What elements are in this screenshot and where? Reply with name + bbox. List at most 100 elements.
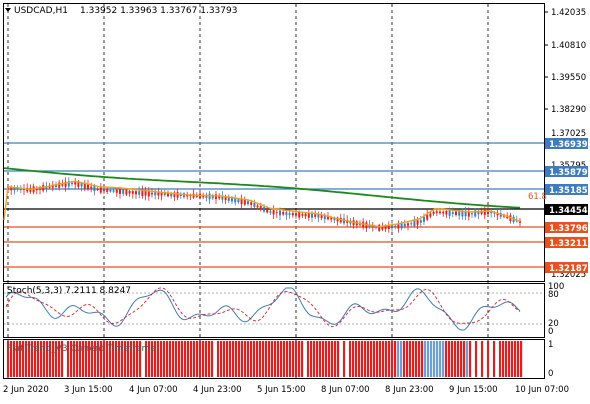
flat-trend-bar — [502, 341, 505, 377]
flat-trend-bar — [154, 341, 157, 377]
candle-body — [423, 216, 425, 222]
flat-trend-bar — [397, 341, 400, 377]
candle-body — [471, 213, 473, 215]
flat-trend-bar — [145, 341, 148, 377]
candle-body — [330, 217, 333, 220]
flat-trend-bar — [331, 341, 334, 377]
flat-trend-bar — [217, 341, 220, 377]
candle-body — [259, 206, 262, 210]
flat-trend-bar — [175, 341, 178, 377]
flat-trend-bar — [304, 341, 307, 377]
candle-body — [224, 196, 227, 201]
price-label-7: 1.32025 — [551, 270, 586, 280]
candle-body — [173, 192, 176, 197]
candle-body — [266, 209, 269, 213]
flat-trend-bar — [10, 341, 13, 377]
candle-body — [336, 217, 339, 222]
flat-trend-bar — [58, 341, 61, 377]
flat-trend-bar — [115, 341, 118, 377]
flat-trend-bar — [193, 341, 196, 377]
stoch-level-100: 100 — [548, 282, 564, 292]
price-label-5: 1.37025 — [551, 129, 586, 139]
candle-body — [135, 191, 137, 195]
flat-trend-bar — [520, 341, 523, 377]
time-label-6: 8 Jun 07:00 — [321, 385, 370, 395]
flat-trend-bar — [232, 341, 235, 377]
candle-body — [311, 213, 313, 218]
candle-body — [119, 189, 121, 194]
candle-body — [439, 211, 441, 214]
candle-body — [55, 184, 57, 187]
flat-trend-bar — [205, 341, 208, 377]
flat-trend-bar — [517, 341, 520, 377]
price-label-3: 1.39550 — [551, 73, 586, 83]
candle-body — [211, 195, 214, 199]
flat-trend-bar — [412, 341, 415, 377]
candle-body — [51, 184, 54, 188]
candle-body — [285, 212, 288, 216]
flat-trend-bar — [223, 341, 226, 377]
candle-body — [467, 211, 470, 217]
flat-trend-bar — [343, 341, 346, 377]
flat-trend-bar — [298, 341, 301, 377]
flat-trend-bar — [442, 341, 445, 377]
flat-trend-bar — [427, 341, 430, 377]
stochastic-panel[interactable] — [3, 283, 545, 338]
time-label-9: 10 Jun 07:00 — [515, 385, 569, 395]
flat-trend-bar — [244, 341, 247, 377]
flat-trend-bar — [466, 341, 469, 377]
price-tag-1-text: 1.36939 — [549, 140, 588, 150]
flat-trend-bar — [400, 341, 403, 377]
candle-body — [19, 188, 22, 191]
candle-body — [167, 192, 169, 197]
current-price-tag-text: 1.34454 — [549, 206, 588, 216]
candle-body — [64, 181, 67, 187]
candle-body — [407, 223, 409, 226]
price-tag-7-text: 1.32187 — [549, 264, 588, 274]
flat-trend-bar — [31, 341, 34, 377]
flat-trend-bar — [178, 341, 181, 377]
flat-trend-bar — [127, 341, 130, 377]
flat-trend-bar — [202, 341, 205, 377]
candle-body — [147, 190, 150, 197]
candle-body — [250, 202, 253, 205]
collapse-triangle-icon[interactable] — [5, 8, 11, 12]
flat-trend-bar — [310, 341, 313, 377]
flat-trend-bar — [196, 341, 199, 377]
moving-averages — [3, 167, 521, 228]
flat-trend-bar — [187, 341, 190, 377]
candle-body — [323, 214, 326, 220]
candle-body — [83, 183, 86, 189]
flat-trend-bar — [409, 341, 412, 377]
flat-trend-bar — [136, 341, 139, 377]
flat-trend-bar — [406, 341, 409, 377]
candle-body — [397, 223, 400, 229]
flat-trend-bar — [262, 341, 265, 377]
flat-trend-bar — [142, 341, 145, 377]
price-label-1: 1.42035 — [551, 8, 586, 18]
support-resistance-lines[interactable] — [4, 142, 544, 268]
flat-trend-bar — [82, 341, 85, 377]
flat-trend-bar — [70, 341, 73, 377]
flat-trend-bar — [511, 341, 514, 377]
flat-trend-bar — [487, 341, 490, 377]
flat-trend-bar — [514, 341, 517, 377]
candle-body — [301, 213, 304, 216]
flat-trend-bar — [364, 341, 367, 377]
flat-trend-bar — [277, 341, 280, 377]
flat-trend-bar — [97, 341, 100, 377]
flat-trend-bar — [88, 341, 91, 377]
stochastic-label: Stoch(5,3,3) 7.2111 8.8247 — [7, 286, 131, 296]
candle-body — [170, 192, 173, 197]
stoch-main-line — [5, 287, 521, 331]
candle-body — [327, 215, 329, 220]
candle-body — [103, 189, 105, 191]
candle-body — [445, 210, 448, 215]
flat-trend-bar — [184, 341, 187, 377]
candle-body — [144, 191, 147, 196]
flat-trend-bar — [85, 341, 88, 377]
candle-body — [234, 197, 237, 203]
candle-body — [483, 209, 486, 216]
